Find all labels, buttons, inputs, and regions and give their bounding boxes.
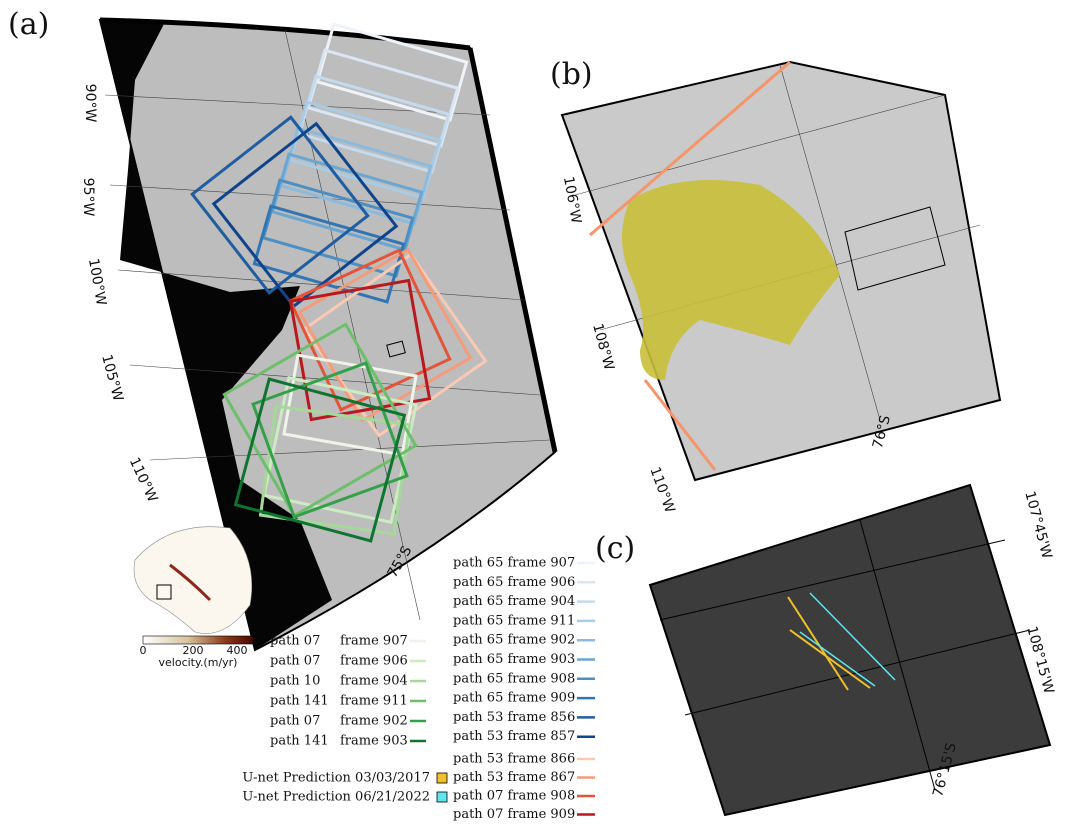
graticule-label: 110°W <box>646 465 677 515</box>
legend-path: path 141 <box>270 694 329 709</box>
colorbar-label: velocity.(m/yr) <box>159 656 238 669</box>
graticule-label: 108°W <box>589 322 617 372</box>
legend-entry: path 65 frame 907 <box>453 556 575 571</box>
legend-frame: frame 906 <box>340 654 408 669</box>
legend-entry: path 65 frame 904 <box>453 594 575 609</box>
figure: (a)(b)(c)90°W95°W100°W105°W110°W75°S106°… <box>0 0 1070 824</box>
legend-swatch <box>437 792 447 802</box>
graticule-label: 107°45'W <box>1021 489 1054 560</box>
map-c <box>650 485 1050 815</box>
legend-entry: path 53 frame 857 <box>453 729 575 744</box>
legend-frame: frame 903 <box>340 734 408 749</box>
legend-frame: frame 904 <box>340 674 408 689</box>
legend-entry: path 65 frame 911 <box>453 613 575 628</box>
legend-entry: path 65 frame 909 <box>453 691 575 706</box>
legend-entry: U-net Prediction 03/03/2017 <box>242 771 430 786</box>
legend-entry: path 07 frame 909 <box>453 807 575 822</box>
inset-antarctica <box>134 527 252 634</box>
panel-label: (c) <box>595 531 635 566</box>
legend-entry: path 65 frame 908 <box>453 671 575 686</box>
legend-entry: path 53 frame 866 <box>453 752 575 767</box>
legend-path: path 10 <box>270 674 320 689</box>
legend-entry: path 65 frame 903 <box>453 652 575 667</box>
legend-path: path 07 <box>270 634 320 649</box>
legend-path: path 07 <box>270 714 320 729</box>
legend-entry: path 53 frame 856 <box>453 710 575 725</box>
colorbar <box>143 636 253 644</box>
legend-entry: path 53 frame 867 <box>453 770 575 785</box>
panel-label: (a) <box>8 7 49 42</box>
graticule-label: 90°W <box>82 84 98 123</box>
legend-frame: frame 907 <box>340 634 408 649</box>
legend-path: path 141 <box>270 734 329 749</box>
legend-entry: path 65 frame 902 <box>453 633 575 648</box>
graticule-label: 95°W <box>80 178 96 217</box>
graticule-label: 105°W <box>98 353 126 403</box>
legend-entry: U-net Prediction 06/21/2022 <box>242 790 430 805</box>
legend-frame: frame 911 <box>340 694 408 709</box>
legend-swatch <box>437 773 447 783</box>
graticule-label: 106°W <box>560 175 584 225</box>
colorbar-tick: 0 <box>140 644 147 657</box>
panel-label: (b) <box>550 57 593 92</box>
legend-path: path 07 <box>270 654 320 669</box>
graticule-label: 100°W <box>85 257 109 307</box>
legend-frame: frame 902 <box>340 714 408 729</box>
legend-entry: path 07 frame 908 <box>453 789 575 804</box>
graticule-label: 110°W <box>126 455 161 505</box>
legend-entry: path 65 frame 906 <box>453 575 575 590</box>
